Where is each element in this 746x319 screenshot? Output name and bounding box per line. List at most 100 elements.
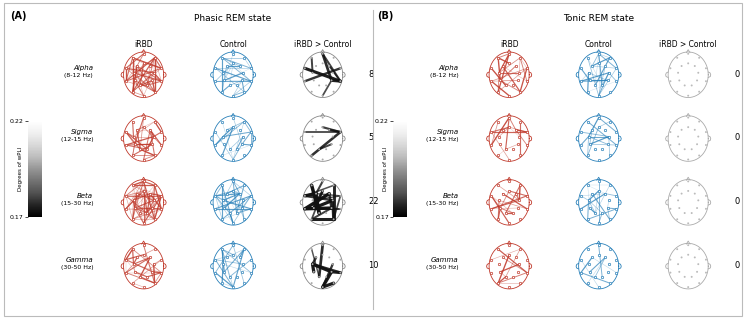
Point [316, 189, 328, 194]
Point [592, 189, 604, 194]
Point [138, 221, 150, 226]
Point [604, 217, 615, 222]
Point [141, 211, 153, 216]
Point [510, 255, 521, 260]
Point [592, 61, 604, 66]
Point [575, 143, 587, 148]
Point [686, 147, 698, 152]
Point [120, 130, 132, 135]
Point [700, 206, 712, 211]
Point [210, 270, 222, 275]
Point [299, 66, 311, 71]
Point [217, 70, 229, 75]
Point [495, 269, 507, 274]
Point [586, 127, 598, 132]
Point [601, 78, 613, 83]
Text: Control: Control [585, 40, 612, 49]
Point [138, 51, 150, 56]
Point [692, 198, 704, 203]
Point [221, 191, 233, 196]
Point [310, 255, 322, 260]
Point [671, 55, 683, 60]
Text: Beta: Beta [78, 193, 93, 199]
Point [306, 217, 318, 222]
Point [700, 257, 712, 262]
Point [596, 211, 608, 216]
Point [127, 247, 139, 252]
Point [503, 243, 515, 248]
Text: (15-30 Hz): (15-30 Hz) [426, 201, 459, 206]
Point [128, 262, 140, 267]
Point [120, 79, 132, 84]
Point [144, 127, 156, 132]
Point [493, 262, 505, 267]
Point [228, 51, 239, 56]
Point [238, 217, 250, 222]
Point [582, 153, 594, 158]
Point [493, 198, 505, 203]
Point [671, 89, 683, 94]
Point [507, 147, 518, 152]
Point [308, 78, 320, 83]
Point [691, 142, 703, 147]
Point [512, 78, 524, 83]
Point [682, 285, 694, 290]
Point [327, 198, 339, 203]
Point [486, 130, 498, 135]
Point [603, 262, 615, 267]
Point [219, 269, 231, 274]
Point [310, 63, 322, 69]
Point [672, 262, 684, 267]
Point [674, 78, 686, 83]
Point [521, 66, 533, 71]
Point [148, 55, 160, 60]
Point [601, 142, 613, 147]
Point [682, 189, 694, 194]
Point [231, 211, 242, 216]
Point [596, 147, 608, 152]
Point [575, 79, 587, 84]
Point [236, 205, 248, 211]
Point [693, 89, 705, 94]
Point [316, 179, 328, 184]
Point [327, 247, 339, 252]
Point [493, 70, 505, 75]
Text: (12-15 Hz): (12-15 Hz) [426, 137, 459, 142]
Point [604, 153, 615, 158]
Point [316, 93, 328, 98]
Point [513, 198, 525, 203]
Point [575, 257, 587, 262]
Text: (30-50 Hz): (30-50 Hz) [426, 265, 459, 270]
Point [604, 89, 615, 94]
Point [144, 255, 156, 260]
Point [216, 119, 228, 124]
Text: 0: 0 [734, 133, 739, 143]
Text: Control: Control [219, 40, 247, 49]
Point [604, 119, 615, 124]
Point [138, 243, 150, 248]
Text: 0: 0 [734, 197, 739, 206]
Point [238, 55, 250, 60]
Point [582, 89, 594, 94]
Point [120, 270, 132, 275]
Point [503, 157, 515, 162]
Point [700, 143, 712, 148]
Point [216, 55, 228, 60]
Point [503, 115, 515, 120]
Point [492, 280, 504, 286]
Point [155, 130, 167, 135]
Point [521, 79, 533, 84]
Point [682, 243, 694, 248]
Point [131, 255, 143, 260]
Point [217, 134, 229, 139]
Point [671, 183, 683, 188]
Point [138, 179, 150, 184]
Text: 0: 0 [734, 261, 739, 270]
Point [237, 262, 249, 267]
Point [127, 183, 139, 188]
Point [148, 262, 160, 267]
Point [692, 134, 704, 139]
Point [221, 127, 233, 132]
Point [245, 270, 257, 275]
Point [210, 130, 222, 135]
